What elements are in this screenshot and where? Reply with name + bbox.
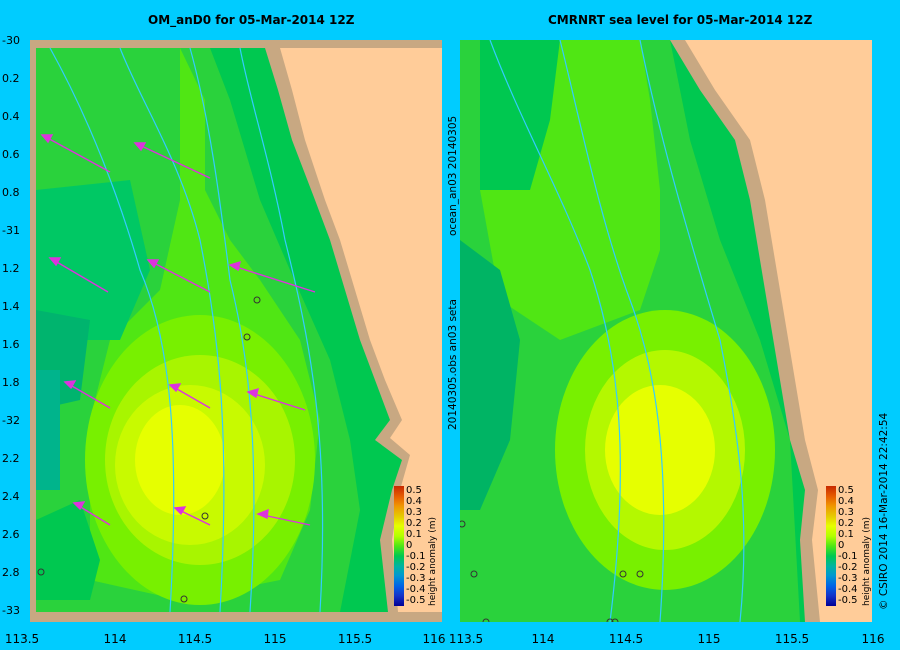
right-panel-title: CMRNRT sea level for 05-Mar-2014 12Z <box>548 13 813 27</box>
x-tick-right: 115 <box>697 632 721 646</box>
x-tick-right: 116 <box>861 632 885 646</box>
x-tick-right: 114 <box>531 632 555 646</box>
x-tick-left: 116 <box>422 632 446 646</box>
colorbar-tick: -0.5 <box>406 595 426 606</box>
x-tick-right: 113.5 <box>448 632 484 646</box>
colorbar-tick: 0.4 <box>406 496 422 507</box>
colorbar-tick: 0.3 <box>406 507 422 518</box>
colorbar-tick: -0.2 <box>838 562 858 573</box>
y-tick: -32 <box>2 414 20 427</box>
left-panel-title: OM_anD0 for 05-Mar-2014 12Z <box>148 13 355 27</box>
colorbar-tick: -0.3 <box>838 573 858 584</box>
colorbar-tick: 0 <box>838 540 845 551</box>
colorbar-tick: -0.4 <box>406 584 426 595</box>
colorbar-tick: 0.5 <box>406 485 422 496</box>
y-tick: 1.6 <box>2 338 20 351</box>
y-tick: -30 <box>2 34 20 47</box>
y-tick: 2.6 <box>2 528 20 541</box>
colorbar-tick: 0.1 <box>838 529 854 540</box>
velocity-arrows <box>40 134 316 526</box>
y-tick: 2.4 <box>2 490 20 503</box>
y-tick: -31 <box>2 224 20 237</box>
x-tick-left: 115 <box>263 632 287 646</box>
colorbar-tick: -0.4 <box>838 584 858 595</box>
obs-markers <box>460 520 644 622</box>
x-tick-left: 114 <box>103 632 127 646</box>
x-tick-left: 113.5 <box>4 632 40 646</box>
y-tick: -33 <box>2 604 20 617</box>
colorbar-label: height anomaly (m) <box>428 516 438 606</box>
left-map-svg <box>30 40 442 622</box>
y-tick: 2.8 <box>2 566 20 579</box>
colorbar-tick: 0 <box>406 540 413 551</box>
colorbar-tick: 0.3 <box>838 507 854 518</box>
colorbar-tick: 0.1 <box>406 529 422 540</box>
x-tick-right: 115.5 <box>774 632 810 646</box>
x-tick-left: 115.5 <box>337 632 373 646</box>
left-map-panel <box>30 40 442 622</box>
x-tick-right: 114.5 <box>608 632 644 646</box>
colorbar-tick: -0.1 <box>406 551 426 562</box>
right-map-panel <box>460 40 872 622</box>
y-tick: 1.8 <box>2 376 20 389</box>
y-tick: 0.4 <box>2 110 20 123</box>
right-map-svg <box>460 40 872 622</box>
y-tick: 1.2 <box>2 262 20 275</box>
colorbar-tick: -0.3 <box>406 573 426 584</box>
y-tick: 2.2 <box>2 452 20 465</box>
credit-label: © CSIRO 2014 16-Mar-2014 22:42:54 <box>878 412 890 610</box>
station-markers <box>37 296 261 603</box>
colorbar-tick: 0.2 <box>406 518 422 529</box>
colorbar-tick: 0.5 <box>838 485 854 496</box>
x-tick-left: 114.5 <box>177 632 213 646</box>
colorbar-tick: -0.2 <box>406 562 426 573</box>
colorbar-label: height anomaly (m) <box>862 516 872 606</box>
obs-run-label: 20140305.obs an03 seta <box>447 299 459 430</box>
colorbar-tick: 0.4 <box>838 496 854 507</box>
y-tick: 1.4 <box>2 300 20 313</box>
colorbar-tick: -0.5 <box>838 595 858 606</box>
colorbar-tick: 0.2 <box>838 518 854 529</box>
y-tick: 0.8 <box>2 186 20 199</box>
y-tick: 0.2 <box>2 72 20 85</box>
ocean-run-label: ocean_an03 20140305 <box>447 115 459 236</box>
y-tick: 0.6 <box>2 148 20 161</box>
colorbar-tick: -0.1 <box>838 551 858 562</box>
